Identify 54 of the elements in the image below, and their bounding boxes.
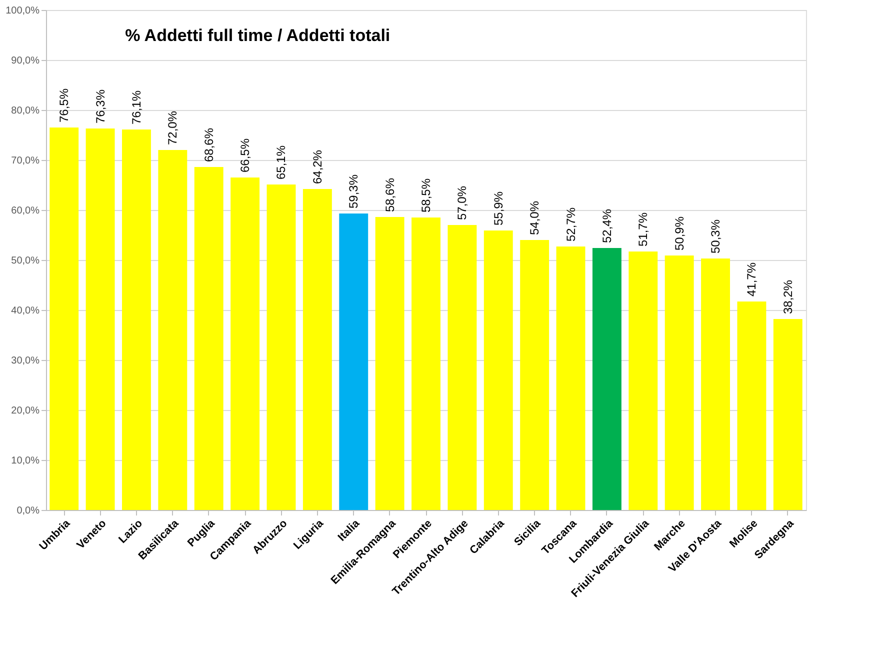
y-tick-label: 40,0% — [11, 306, 40, 316]
bar — [302, 189, 332, 510]
y-tick-label: 90,0% — [11, 56, 40, 66]
data-label: 52,4% — [600, 208, 614, 243]
y-tick-label: 20,0% — [11, 406, 40, 416]
data-label: 76,5% — [57, 88, 72, 122]
y-tick-label: 70,0% — [11, 156, 40, 166]
y-tick-label: 100,0% — [6, 6, 40, 16]
bar — [230, 178, 260, 510]
bar — [773, 319, 802, 510]
data-label: 76,1% — [129, 90, 144, 124]
y-tick-label: 80,0% — [11, 106, 40, 116]
bar — [122, 130, 151, 510]
bar — [556, 246, 586, 510]
bar — [158, 150, 188, 510]
data-label: 64,2% — [310, 150, 324, 184]
bar — [628, 252, 658, 510]
bar — [86, 128, 115, 510]
data-label: 68,6% — [202, 128, 216, 162]
y-tick-label: 10,0% — [11, 456, 40, 466]
data-label: 51,7% — [636, 212, 650, 246]
text: % Addetti full time / Addetti totali — [125, 26, 390, 45]
data-label: 59,3% — [346, 174, 361, 208]
bar — [412, 218, 440, 510]
y-tick-label: 50,0% — [11, 256, 40, 266]
data-label: 66,5% — [238, 138, 252, 172]
bar — [520, 240, 550, 510]
data-label: 52,7% — [564, 207, 578, 242]
data-label: 41,7% — [744, 262, 759, 296]
bar — [737, 302, 766, 510]
bar — [592, 248, 622, 510]
data-label: 58,6% — [382, 178, 397, 212]
y-tick-label: 30,0% — [11, 356, 40, 366]
y-tick-label: 0,0% — [16, 506, 40, 516]
bar — [701, 258, 730, 510]
data-label: 72,0% — [166, 110, 180, 145]
bar — [50, 128, 79, 510]
bar — [375, 217, 404, 510]
data-label: 38,2% — [780, 280, 795, 314]
data-label: 55,9% — [491, 191, 506, 226]
bar — [484, 230, 513, 510]
y-tick-label: 60,0% — [11, 206, 40, 216]
bar — [448, 225, 477, 510]
data-label: 65,1% — [274, 145, 288, 180]
data-label: 54,0% — [528, 200, 542, 235]
bar — [194, 167, 224, 510]
data-label: 58,5% — [419, 178, 433, 212]
bar — [664, 256, 694, 510]
bar — [339, 214, 368, 510]
data-label: 57,0% — [455, 186, 470, 220]
data-label: 50,9% — [672, 216, 686, 250]
data-label: 50,3% — [708, 219, 723, 254]
bar — [266, 184, 296, 510]
data-label: 76,3% — [93, 89, 108, 124]
